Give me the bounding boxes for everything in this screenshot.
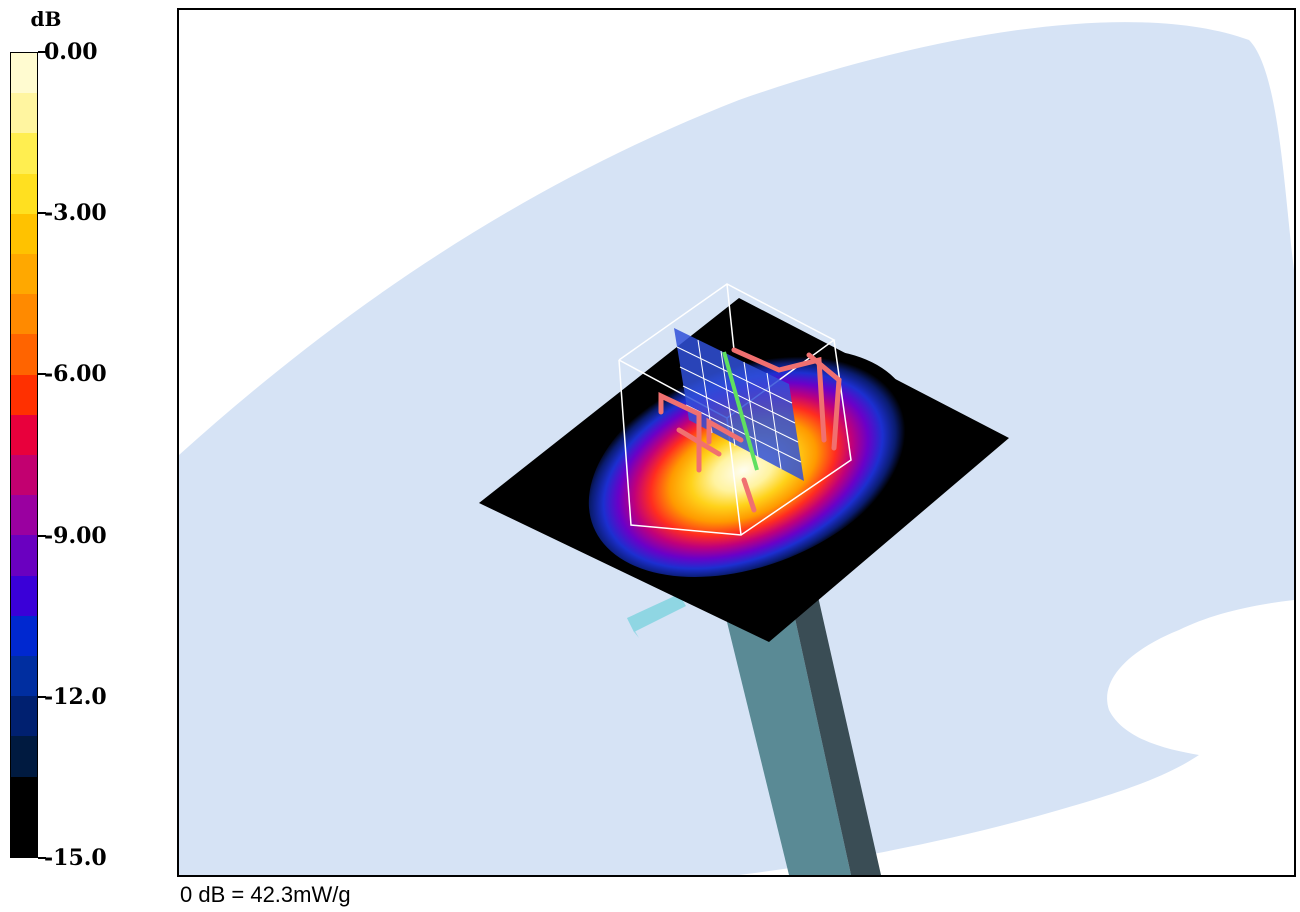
colorbar-band xyxy=(11,736,37,777)
colorbar-tick xyxy=(38,373,46,376)
colorbar-tick-label: -9.00 xyxy=(44,522,107,549)
colorbar-tick xyxy=(38,695,46,698)
colorbar-band xyxy=(11,254,37,295)
colorbar-band xyxy=(11,414,37,456)
colorbar-band xyxy=(11,575,37,616)
colorbar-band xyxy=(11,213,37,255)
probe-rod xyxy=(627,594,686,632)
colorbar-tick xyxy=(38,212,46,215)
colorbar-tick-label: 0.00 xyxy=(44,39,98,65)
colorbar-band xyxy=(11,334,37,375)
colorbar-band xyxy=(11,374,37,415)
colorbar-tick-label: -6.00 xyxy=(44,361,107,388)
colorbar-tick xyxy=(38,534,46,537)
colorbar-band xyxy=(11,615,37,657)
colorbar-tick-label: -12.0 xyxy=(44,683,107,710)
colorbar-tick-label: -15.0 xyxy=(44,845,107,871)
antenna-structure xyxy=(658,347,842,513)
colorbar-unit-label: dB xyxy=(30,7,62,31)
sar-3d-view xyxy=(177,8,1296,877)
colorbar-band xyxy=(11,294,37,335)
colorbar-band xyxy=(11,53,37,94)
colorbar-tick xyxy=(38,857,46,859)
colorbar-tick xyxy=(38,51,46,53)
sar-hotspot xyxy=(588,348,914,578)
colorbar-band xyxy=(11,173,37,214)
colorbar-band xyxy=(11,133,37,174)
colorbar-tick-label: -3.00 xyxy=(44,200,107,227)
probe-rod-tip xyxy=(627,618,639,638)
sar-scene-svg xyxy=(179,22,1294,875)
colorbar-band xyxy=(11,495,37,536)
stand-light-face xyxy=(727,600,851,875)
colorbar-band xyxy=(11,93,37,134)
colorbar xyxy=(10,52,38,858)
antenna-feed xyxy=(722,351,759,471)
colorbar-band xyxy=(11,816,37,858)
colorbar-band xyxy=(11,455,37,496)
colorbar-band xyxy=(11,776,37,817)
colorbar-band xyxy=(11,696,37,737)
reference-level-note: 0 dB = 42.3mW/g xyxy=(180,882,351,907)
colorbar-band xyxy=(11,535,37,576)
stand-dark-face xyxy=(791,592,881,875)
colorbar-band xyxy=(11,656,37,697)
